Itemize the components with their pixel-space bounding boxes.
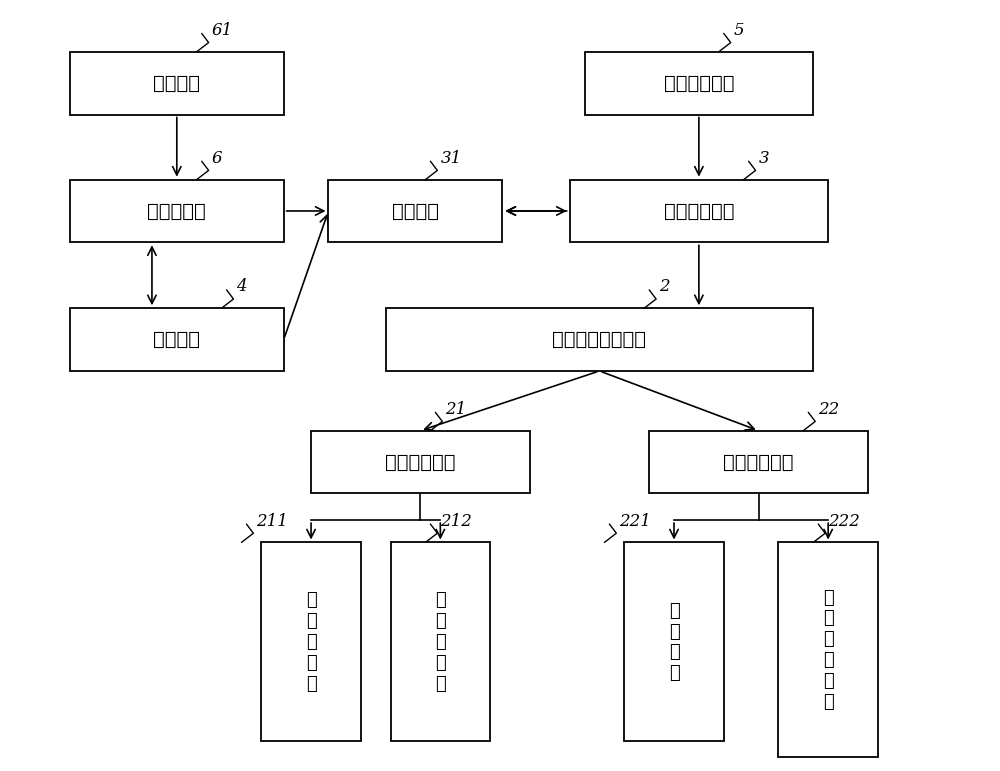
Text: 6: 6 — [212, 150, 222, 167]
Text: 222: 222 — [828, 513, 860, 530]
Text: 3: 3 — [759, 150, 769, 167]
Text: 2: 2 — [659, 278, 670, 295]
Bar — [70, 52, 284, 115]
Bar — [70, 180, 284, 242]
Text: 智能终端: 智能终端 — [153, 330, 200, 349]
Text: 马桶控制模块: 马桶控制模块 — [664, 201, 734, 221]
Bar — [328, 180, 502, 242]
Text: 预约模块: 预约模块 — [153, 74, 200, 93]
Text: 感
光
传
感
器: 感 光 传 感 器 — [435, 591, 446, 692]
Bar — [778, 543, 878, 757]
Bar — [70, 308, 284, 371]
Bar — [386, 308, 813, 371]
Text: 4: 4 — [236, 278, 247, 295]
Text: 211: 211 — [256, 513, 288, 530]
Text: 电学检测模组: 电学检测模组 — [723, 453, 794, 472]
Text: 21: 21 — [445, 401, 467, 418]
Text: 指纹识别模块: 指纹识别模块 — [664, 74, 734, 93]
Text: 5: 5 — [734, 22, 744, 39]
Text: 31: 31 — [440, 150, 462, 167]
Text: 电
极
模
块: 电 极 模 块 — [669, 601, 679, 682]
Bar — [261, 543, 361, 742]
Bar — [570, 180, 828, 242]
Text: 回
馈
检
测
模
块: 回 馈 检 测 模 块 — [823, 588, 834, 711]
Bar — [391, 543, 490, 742]
Text: 221: 221 — [619, 513, 651, 530]
Text: 云端服务器: 云端服务器 — [147, 201, 206, 221]
Text: 212: 212 — [440, 513, 472, 530]
Text: 生命体征检测模块: 生命体征检测模块 — [552, 330, 646, 349]
Bar — [649, 431, 868, 493]
Text: 22: 22 — [818, 401, 839, 418]
Bar — [311, 431, 530, 493]
Text: 光学检测模组: 光学检测模组 — [385, 453, 456, 472]
Bar — [624, 543, 724, 742]
Text: 61: 61 — [212, 22, 233, 39]
Bar — [585, 52, 813, 115]
Text: 通讯模块: 通讯模块 — [392, 201, 439, 221]
Text: 光
源
发
射
端: 光 源 发 射 端 — [306, 591, 316, 692]
